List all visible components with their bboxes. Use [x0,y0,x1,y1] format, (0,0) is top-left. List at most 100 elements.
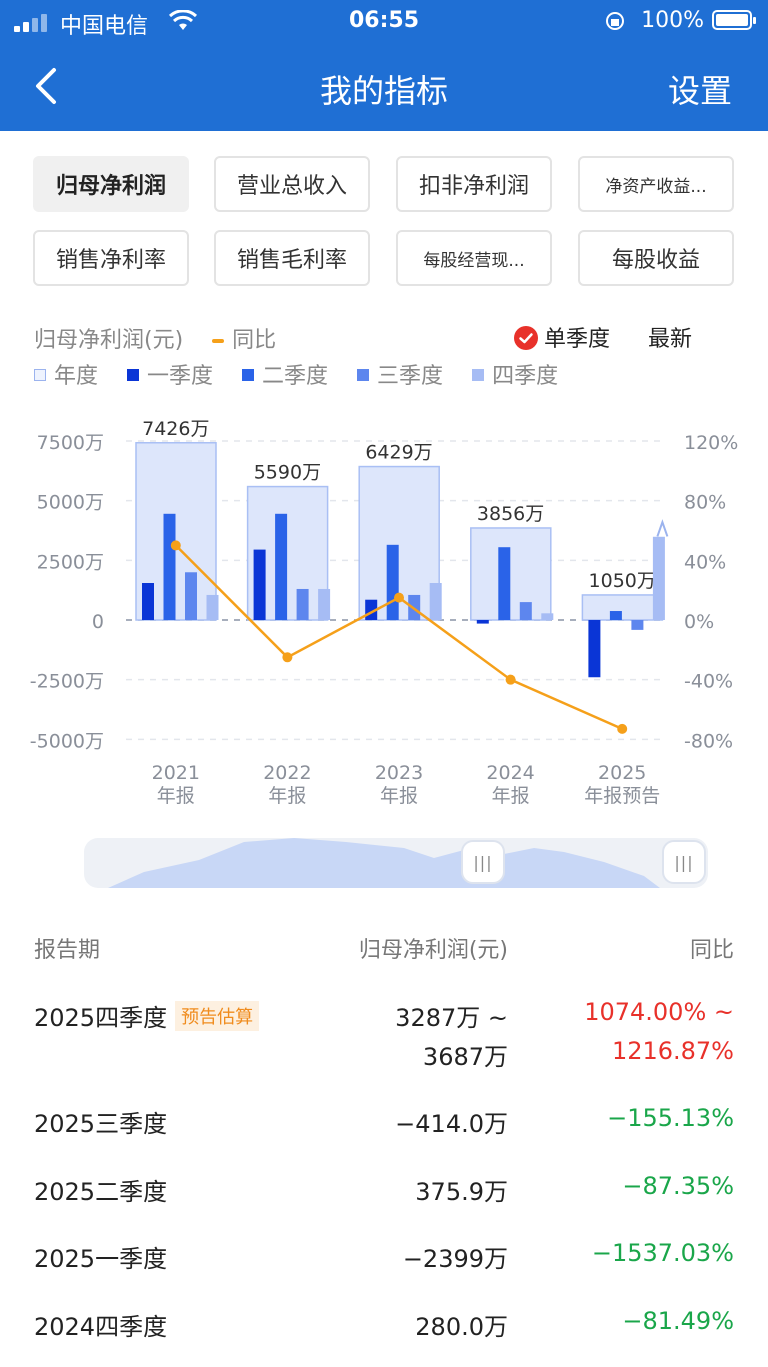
quarter-bar [476,620,489,624]
wifi-icon [168,10,198,30]
row-value-line2: 3687万 [422,1043,508,1071]
x-tick-suffix: 年报 [492,785,530,807]
legend-q3: 三季度 [377,364,444,389]
quarter-bar [163,513,176,620]
single-quarter-label: 单季度 [544,327,611,352]
quarter-bar [588,620,601,678]
row-value: 375.9万 [415,1178,508,1206]
row-period: 2024四季度 [34,1313,168,1341]
annual-data-label: 6429万 [365,442,432,464]
profit-chart[interactable]: 7500万 120% 5000万 80% 2500万 40% 0 0% -2500万 -40% -5… [0,400,768,820]
row-yoy: −81.49% [622,1307,734,1335]
annual-data-label: 7426万 [142,418,209,440]
latest-button[interactable]: 最新 [648,327,693,352]
q3-swatch [357,369,370,381]
x-tick-suffix: 年报 [380,785,418,807]
x-tick-suffix: 年报 [268,785,306,807]
yoy-point [394,592,404,603]
quarter-bar [253,549,266,620]
quarter-bar [429,583,442,620]
quarter-bar [185,572,197,620]
row-value: −2399万 [402,1245,508,1273]
y2-tick-label: -80% [684,730,733,752]
quarter-bar [296,588,309,620]
tab-operating-cashflow-per-share[interactable]: 每股经营现... [396,230,552,286]
tab-parent-net-profit[interactable]: 归母净利润 [33,156,189,212]
y2-tick-label: 80% [684,492,726,514]
range-overview-area [108,838,660,888]
quarter-bar [519,602,532,620]
app-header: 中国电信 06:55 100% 我的指标 设置 [0,0,768,131]
y2-tick-label: 120% [684,432,738,454]
y-tick-label: 5000万 [37,492,104,514]
x-tick-year: 2021 [152,762,200,784]
y-tick-label: -5000万 [30,730,104,752]
tab-net-margin[interactable]: 销售净利率 [33,230,189,286]
status-time: 06:55 [348,8,420,33]
forecast-badge: 预告估算 [175,1001,260,1031]
x-tick-suffix: 年报预告 [584,785,660,807]
yoy-line-swatch [212,339,225,343]
y2-tick-label: 0% [684,611,714,633]
battery-icon [712,10,756,30]
chart-metric-label: 归母净利润(元) 同比 [34,322,276,354]
header-net-profit: 归母净利润(元) [358,938,508,963]
yoy-point [282,652,293,663]
legend-q1: 一季度 [147,364,214,389]
y-tick-label: 7500万 [37,432,104,454]
single-quarter-toggle[interactable]: 单季度 [514,321,610,353]
quarter-bar [541,613,554,620]
metric-label: 归母净利润(元) [34,328,184,353]
quarter-bar [275,513,288,620]
tab-roe[interactable]: 净资产收益... [578,156,734,212]
signal-icon [14,12,54,32]
x-tick-year: 2025 [598,762,646,784]
row-yoy: 1074.00% ~ [584,998,734,1026]
row-period: 2025四季度 [34,1004,168,1032]
row-yoy: −155.13% [607,1104,734,1132]
annual-bar [470,527,552,621]
annual-data-label: 5590万 [254,462,321,484]
quarter-bar [498,547,511,620]
y-tick-label: -2500万 [30,671,104,693]
tab-eps[interactable]: 每股收益 [578,230,734,286]
yoy-legend-label: 同比 [232,328,277,353]
yoy-point [617,723,628,734]
y2-tick-label: 40% [684,551,726,573]
y-tick-label: 2500万 [37,551,104,573]
tab-deducted-net-profit[interactable]: 扣非净利润 [396,156,552,212]
row-value: −414.0万 [395,1110,508,1138]
y2-tick-label: -40% [684,671,733,693]
row-yoy: −87.35% [622,1172,734,1200]
row-period: 2025三季度 [34,1110,168,1138]
row-value: 3287万 ~ [395,1004,508,1032]
annual-bar [581,594,664,621]
tab-gross-margin[interactable]: 销售毛利率 [214,230,370,286]
row-yoy: −1537.03% [591,1239,734,1267]
quarter-bar [652,536,665,620]
x-tick-year: 2024 [486,762,534,784]
x-tick-suffix: 年报 [157,785,195,807]
settings-button[interactable]: 设置 [667,72,732,110]
quarter-bar [142,583,154,620]
legend-q4: 四季度 [492,364,559,389]
rotation-lock-icon [606,12,624,30]
y-tick-label: 0 [92,611,104,633]
range-slider-track[interactable] [84,838,708,888]
carrier-name: 中国电信 [60,14,149,39]
annual-data-label: 1050万 [589,570,656,592]
tab-total-revenue[interactable]: 营业总收入 [214,156,370,212]
yoy-point [505,674,516,685]
range-handle-left[interactable]: ||| [461,840,505,884]
header-period: 报告期 [34,938,101,963]
back-chevron-icon[interactable] [28,64,68,108]
annual-swatch [34,369,46,381]
check-circle-icon [514,326,538,350]
yoy-point [170,540,181,551]
legend-q2: 二季度 [262,364,329,389]
row-period: 2025二季度 [34,1178,168,1206]
battery-percent: 100% [641,8,704,33]
range-handle-right[interactable]: ||| [662,840,706,884]
annual-data-label: 3856万 [477,503,544,525]
q2-swatch [242,369,255,381]
